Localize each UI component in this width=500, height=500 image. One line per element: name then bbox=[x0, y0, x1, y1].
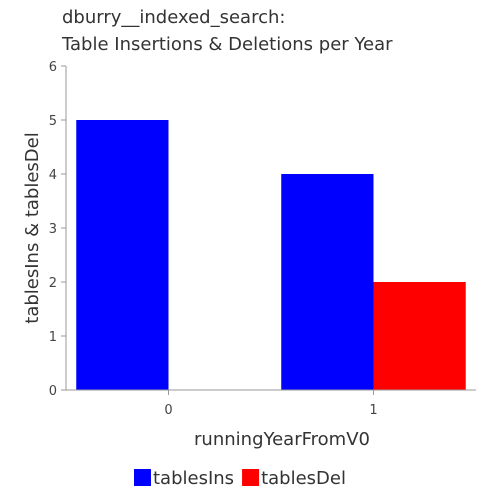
legend-label-tablesIns: tablesIns bbox=[153, 468, 234, 489]
y-tick-label: 1 bbox=[49, 330, 57, 345]
x-tick-label: 1 bbox=[369, 403, 377, 418]
y-tick-label: 2 bbox=[49, 276, 57, 291]
legend-label-tablesDel: tablesDel bbox=[261, 468, 346, 489]
y-axis-label: tablesIns & tablesDel bbox=[22, 132, 43, 323]
y-tick-label: 3 bbox=[49, 222, 57, 237]
y-tick-label: 6 bbox=[49, 60, 57, 75]
y-tick-label: 0 bbox=[49, 384, 57, 399]
legend: tablesIns tablesDel bbox=[134, 468, 346, 489]
legend-swatch-tablesDel bbox=[242, 469, 260, 486]
y-tick-label: 5 bbox=[49, 114, 57, 129]
bars bbox=[76, 120, 466, 390]
x-axis-label: runningYearFromV0 bbox=[194, 429, 370, 450]
bar-tablesDel-1 bbox=[373, 282, 466, 390]
bar-tablesIns-0 bbox=[76, 120, 169, 390]
chart-title-line-1: dburry__indexed_search: bbox=[62, 7, 285, 28]
chart-title-line-2: Table Insertions & Deletions per Year bbox=[61, 34, 393, 55]
x-tick-label: 0 bbox=[164, 403, 172, 418]
legend-swatch-tablesIns bbox=[134, 469, 151, 486]
bar-tablesIns-1 bbox=[281, 174, 374, 390]
y-tick-label: 4 bbox=[49, 168, 57, 183]
axes: 0 1 2 3 4 5 6 0 1 bbox=[49, 60, 476, 418]
